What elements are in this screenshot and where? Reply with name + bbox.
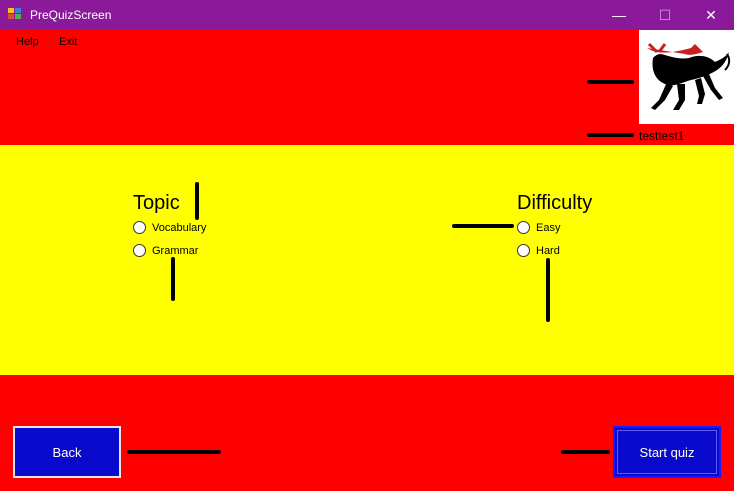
start-quiz-button-label: Start quiz [639,444,695,460]
radio-button[interactable] [133,221,146,234]
menu-help[interactable]: Help [16,36,39,48]
minimize-button[interactable]: — [612,7,626,23]
flag-band-bottom [0,375,734,491]
divider-bar [171,257,175,301]
radio-grammar[interactable]: Grammar [133,244,198,257]
divider-bar [127,450,221,454]
bull-logo [639,30,734,124]
bull-icon [647,42,731,110]
divider-bar [452,224,514,228]
radio-button[interactable] [517,221,530,234]
window-title: PreQuizScreen [30,8,112,22]
back-button[interactable]: Back [13,426,121,478]
divider-bar [546,258,550,322]
radio-button[interactable] [517,244,530,257]
start-quiz-button[interactable]: Start quiz [613,426,721,478]
radio-vocabulary[interactable]: Vocabulary [133,221,206,234]
radio-label: Vocabulary [152,221,207,234]
menu-exit[interactable]: Exit [59,36,78,48]
close-button[interactable]: ✕ [705,6,717,23]
flag-band-middle [0,145,734,375]
radio-easy[interactable]: Easy [517,221,560,234]
difficulty-title: Difficulty [517,192,593,214]
radio-button[interactable] [133,244,146,257]
radio-label: Hard [536,244,560,257]
divider-bar [195,182,199,220]
divider-bar [587,80,634,84]
topic-title: Topic [133,192,180,214]
divider-bar [561,450,610,454]
maximize-button[interactable]: ☐ [658,6,672,23]
radio-label: Easy [536,221,561,234]
username-label: testtest1 [639,129,685,143]
divider-bar [587,133,634,137]
flag-band-top [0,30,734,145]
title-bar[interactable]: PreQuizScreen — ☐ ✕ [0,0,734,30]
back-button-label: Back [52,444,82,460]
radio-label: Grammar [152,244,199,257]
radio-hard[interactable]: Hard [517,244,560,257]
app-icon [8,8,22,20]
